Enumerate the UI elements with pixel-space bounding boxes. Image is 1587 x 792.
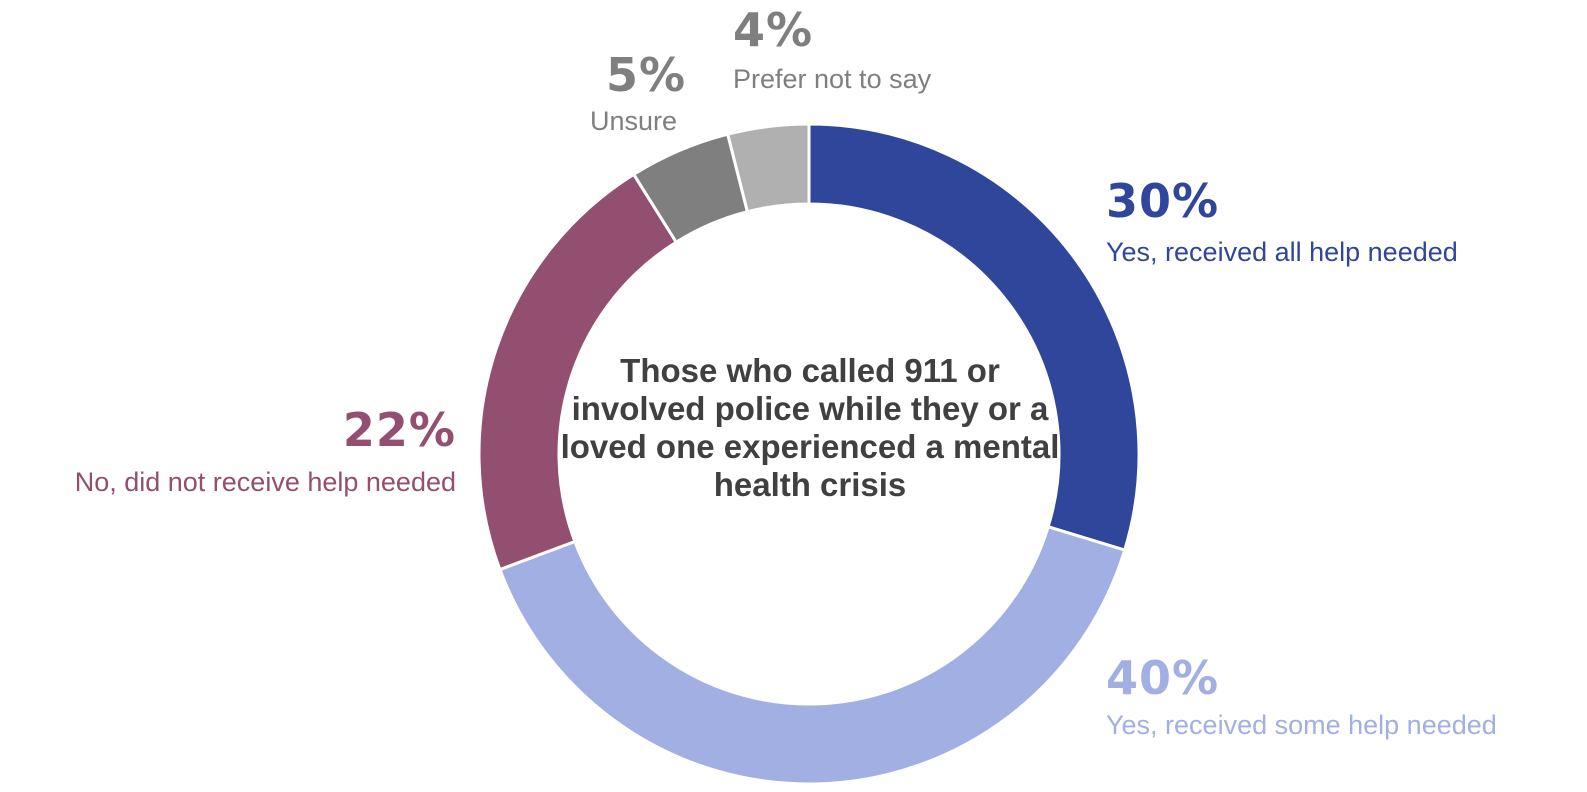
slice-some-help — [497, 524, 1127, 786]
slice-percent-prefer-not: 4% — [733, 3, 814, 57]
slice-percent-all-help: 30% — [1106, 174, 1220, 228]
slice-label-unsure: Unsure — [590, 106, 678, 136]
slice-percent-some-help: 40% — [1106, 651, 1220, 705]
slice-percent-unsure: 5% — [606, 48, 687, 102]
slice-prefer-not — [725, 122, 811, 214]
slice-label-some-help: Yes, received some help needed — [1106, 710, 1497, 740]
slice-percent-no-help: 22% — [342, 403, 456, 457]
slice-label-all-help: Yes, received all help needed — [1106, 237, 1458, 267]
slice-label-prefer-not: Prefer not to say — [733, 64, 932, 94]
slice-all-help — [807, 122, 1141, 552]
donut-center-label: Those who called 911 or involved police … — [560, 352, 1060, 503]
slice-label-no-help: No, did not receive help needed — [74, 467, 456, 497]
